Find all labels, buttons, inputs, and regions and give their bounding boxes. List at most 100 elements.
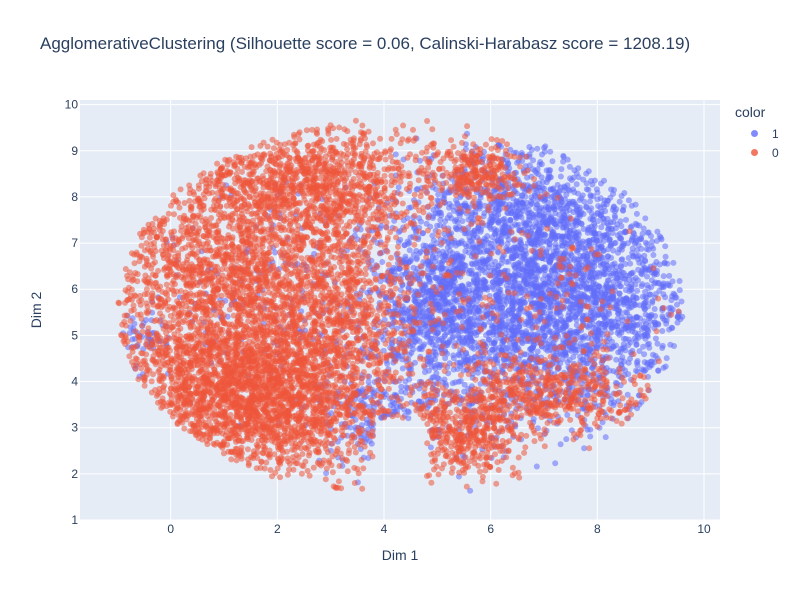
scatter-point <box>662 363 669 370</box>
scatter-point <box>659 342 666 349</box>
scatter-point <box>558 166 565 173</box>
scatter-point <box>406 247 413 254</box>
scatter-point <box>547 174 554 181</box>
scatter-point <box>404 238 411 245</box>
scatter-point <box>497 286 504 293</box>
scatter-point <box>487 255 494 262</box>
scatter-point <box>463 334 470 341</box>
scatter-point <box>549 158 556 165</box>
scatter-point <box>608 186 615 193</box>
scatter-point <box>586 273 593 280</box>
scatter-point <box>626 283 633 290</box>
scatter-point <box>503 233 510 240</box>
scatter-point <box>546 259 553 266</box>
scatter-point <box>530 196 537 203</box>
scatter-point <box>509 300 516 307</box>
scatter-point <box>552 221 558 228</box>
scatter-point <box>457 359 464 366</box>
scatter-point <box>629 269 636 276</box>
scatter-point <box>573 220 580 226</box>
scatter-point <box>413 269 419 276</box>
scatter-point <box>456 314 463 321</box>
data-points[interactable] <box>115 117 686 494</box>
scatter-point <box>440 337 446 344</box>
scatter-point <box>571 167 578 174</box>
scatter-point <box>582 342 589 349</box>
scatter-point <box>511 344 518 351</box>
scatter-point <box>468 344 475 351</box>
scatter-point <box>434 222 441 229</box>
scatter-point <box>560 158 567 165</box>
scatter-point <box>358 456 365 463</box>
scatter-point <box>652 335 659 342</box>
scatter-point <box>615 349 622 356</box>
scatter-point <box>518 297 525 304</box>
scatter-point <box>561 239 568 246</box>
scatter-point <box>576 240 583 247</box>
scatter-point <box>574 256 581 263</box>
scatter-point <box>573 317 580 323</box>
scatter-point <box>517 259 524 266</box>
scatter-point <box>592 311 599 318</box>
scatter-point <box>509 247 516 254</box>
scatter-point <box>670 290 677 297</box>
scatter-point <box>641 257 648 264</box>
scatter-point <box>487 216 494 223</box>
scatter-point <box>494 237 501 244</box>
scatter-point <box>513 215 520 222</box>
scatter-point <box>466 234 473 241</box>
scatter-point <box>488 340 495 347</box>
scatter-point <box>384 360 391 367</box>
chart-title: AgglomerativeClustering (Silhouette scor… <box>40 34 691 53</box>
scatter-point <box>560 208 567 215</box>
scatter-point <box>344 468 351 475</box>
scatter-point <box>533 463 540 470</box>
scatter-point <box>649 299 656 306</box>
scatter-point <box>419 304 426 311</box>
scatter-point <box>613 270 619 277</box>
scatter-point <box>507 217 514 223</box>
scatter-point <box>599 321 606 327</box>
scatter-point <box>666 272 673 279</box>
scatter-point <box>629 325 636 332</box>
scatter-point <box>422 297 429 304</box>
scatter-point <box>573 181 580 188</box>
scatter-point <box>441 362 448 369</box>
scatter-point <box>676 278 683 284</box>
scatter-point <box>647 318 654 325</box>
scatter-point <box>639 293 646 300</box>
scatter-point <box>479 256 486 263</box>
scatter-point <box>450 361 457 368</box>
scatter-point <box>633 341 640 348</box>
scatter-point <box>589 259 596 266</box>
scatter-point <box>514 222 520 229</box>
scatter-point <box>662 294 669 301</box>
scatter-point <box>437 216 444 223</box>
scatter-point <box>622 272 629 279</box>
scatter-point <box>575 262 582 269</box>
scatter-point <box>482 278 489 285</box>
scatter-point <box>640 343 647 350</box>
scatter-point <box>531 260 538 267</box>
scatter-point <box>633 210 640 217</box>
scatter-point <box>424 331 431 338</box>
scatter-point <box>587 284 594 291</box>
scatter-point <box>515 271 522 278</box>
scatter-point <box>605 225 612 232</box>
scatter-point <box>525 260 532 267</box>
scatter-point <box>618 313 625 320</box>
scatter-point <box>284 471 291 478</box>
scatter-point <box>491 267 498 274</box>
scatter-point <box>474 264 481 271</box>
scatter-point <box>532 167 539 174</box>
scatter-point <box>639 366 645 373</box>
scatter-point <box>660 273 667 280</box>
scatter-point <box>600 270 607 277</box>
scatter-point <box>651 306 658 312</box>
scatter-point <box>439 259 446 266</box>
scatter-point <box>612 208 618 215</box>
scatter-point <box>402 256 409 263</box>
scatter-point <box>612 239 619 246</box>
scatter-point <box>406 376 413 383</box>
